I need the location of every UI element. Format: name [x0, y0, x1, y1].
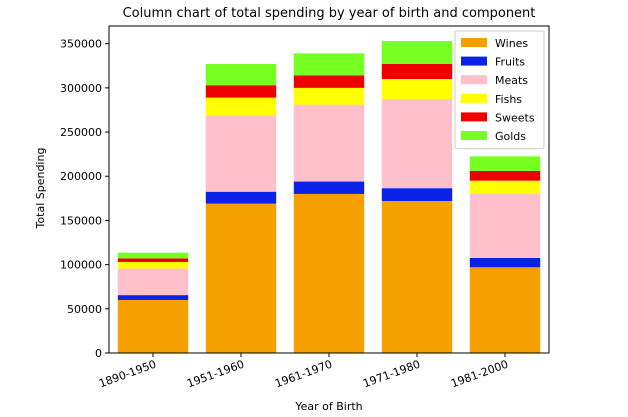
bar-golds-1981-2000: [469, 156, 541, 171]
y-tick-label: 200000: [60, 170, 102, 183]
legend-label-fishs: Fishs: [495, 93, 522, 106]
y-tick-label: 50000: [67, 303, 102, 316]
bar-golds-1890-1950: [117, 252, 189, 259]
legend-label-sweets: Sweets: [495, 111, 535, 124]
legend-swatch-wines: [461, 38, 487, 47]
chart-title: Column chart of total spending by year o…: [123, 6, 536, 21]
legend-swatch-fruits: [461, 56, 487, 66]
bar-golds-1961-1970: [293, 53, 365, 76]
y-axis-label: Total Spending: [34, 148, 47, 230]
legend: Wines Fruits Meats Fishs Sweets Golds: [454, 30, 545, 150]
bar-fruits-1971-1980: [381, 188, 453, 201]
bar-wines-1961-1970: [293, 193, 365, 353]
bar-wines-1981-2000: [469, 267, 541, 353]
x-axis: 1890-1950 1951-1960 1961-1970 1971-1980 1981…: [97, 353, 510, 390]
bar-golds-1971-1980: [381, 41, 453, 64]
y-tick-label: 300000: [60, 82, 102, 95]
y-tick-label: 350000: [60, 38, 102, 51]
legend-swatch-golds: [461, 131, 487, 140]
bar-golds-1951-1960: [205, 64, 277, 86]
legend-swatch-fishs: [461, 93, 487, 103]
bar-meats-1961-1970: [293, 104, 365, 182]
legend-label-fruits: Fruits: [495, 56, 525, 69]
bar-meats-1890-1950: [117, 268, 189, 296]
bar-sweets-1961-1970: [293, 75, 365, 88]
bar-meats-1981-2000: [469, 193, 541, 258]
bar-fruits-1890-1950: [117, 295, 189, 300]
legend-label-golds: Golds: [495, 130, 526, 143]
legend-label-meats: Meats: [495, 74, 528, 87]
y-tick-label: 0: [95, 347, 102, 360]
y-axis: 0 50000 100000 150000 200000 250000 300000 3500…: [60, 38, 109, 360]
bar-sweets-1971-1980: [381, 64, 453, 80]
y-tick-label: 100000: [60, 259, 102, 272]
bar-wines-1890-1950: [117, 299, 189, 353]
bar-sweets-1951-1960: [205, 85, 277, 98]
bar-fishs-1890-1950: [117, 261, 189, 269]
bar-fishs-1981-2000: [469, 180, 541, 194]
bar-fishs-1951-1960: [205, 97, 277, 116]
bar-sweets-1890-1950: [117, 258, 189, 262]
bar-fishs-1961-1970: [293, 87, 365, 105]
x-tick-label: 1981-2000: [449, 358, 510, 391]
bar-wines-1971-1980: [381, 200, 453, 353]
plot-area: [108, 25, 550, 354]
y-tick-label: 150000: [60, 214, 102, 227]
x-tick-label: 1951-1960: [185, 358, 246, 391]
bar-fruits-1961-1970: [293, 181, 365, 194]
bar-wines-1951-1960: [205, 203, 277, 353]
legend-swatch-meats: [461, 75, 487, 85]
x-tick-label: 1961-1970: [273, 358, 334, 391]
bar-meats-1971-1980: [381, 98, 453, 189]
bar-fruits-1951-1960: [205, 191, 277, 204]
bar-fishs-1971-1980: [381, 79, 453, 99]
y-tick-label: 250000: [60, 126, 102, 139]
bar-fruits-1981-2000: [469, 257, 541, 268]
legend-label-wines: Wines: [495, 37, 528, 50]
bar-meats-1951-1960: [205, 115, 277, 192]
x-axis-label: Year of Birth: [294, 400, 362, 413]
legend-swatch-sweets: [461, 112, 487, 122]
x-tick-label: 1971-1980: [361, 358, 422, 391]
x-tick-label: 1890-1950: [97, 358, 158, 391]
bar-sweets-1981-2000: [469, 170, 541, 181]
